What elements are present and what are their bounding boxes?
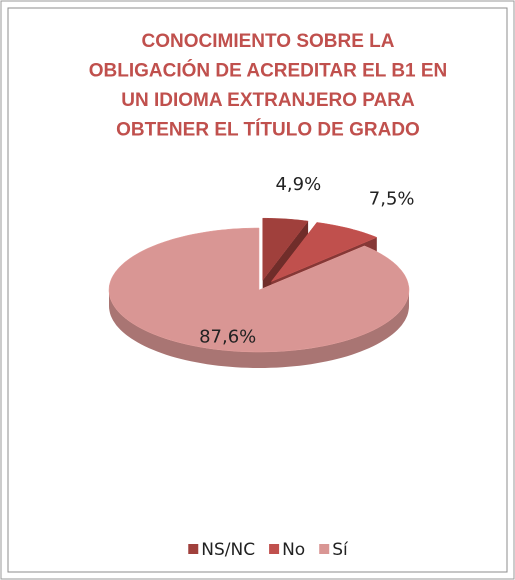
slice-top <box>270 222 378 283</box>
data-label: 87,6% <box>199 327 256 348</box>
slice-top <box>262 217 309 281</box>
legend-marker <box>188 544 199 554</box>
slice <box>108 227 410 368</box>
title-line: OBLIGACIÓN DE ACREDITAR EL B1 EN <box>89 60 448 82</box>
data-labels: 4,9% 7,5% 87,6% <box>199 174 414 347</box>
title-line: UN IDIOMA EXTRANJERO PARA <box>121 90 415 111</box>
slice-edge-wall <box>262 221 309 297</box>
title-line: CONOCIMIENTO SOBRE LA <box>142 31 395 52</box>
legend: NS/NC No Sí <box>188 540 349 560</box>
pie <box>108 217 410 368</box>
legend-label: No <box>282 540 305 560</box>
data-label: 4,9% <box>275 174 321 195</box>
slice <box>262 217 309 297</box>
slice-top <box>108 227 410 353</box>
slice-side-wall <box>109 290 409 368</box>
title-line: OBTENER EL TÍTULO DE GRADO <box>116 119 420 141</box>
legend-label: Sí <box>332 540 349 560</box>
legend-label: NS/NC <box>201 540 255 560</box>
chart-title: CONOCIMIENTO SOBRE LA OBLIGACIÓN DE ACRED… <box>89 31 448 141</box>
legend-marker <box>269 544 280 554</box>
data-label: 7,5% <box>369 188 415 209</box>
legend-marker <box>319 544 330 554</box>
